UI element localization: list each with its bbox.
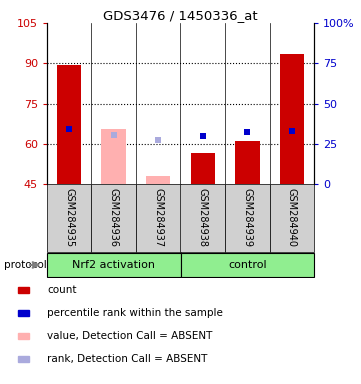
Text: Nrf2 activation: Nrf2 activation: [72, 260, 155, 270]
Bar: [191, 153, 215, 184]
Bar: [225, 184, 270, 252]
Bar: [101, 129, 126, 184]
Bar: [180, 253, 314, 277]
Bar: [57, 65, 82, 184]
Bar: [180, 184, 225, 252]
Text: count: count: [47, 285, 77, 295]
Text: GSM284939: GSM284939: [242, 189, 252, 247]
Bar: [270, 184, 314, 252]
Text: GSM284937: GSM284937: [153, 189, 163, 247]
Text: percentile rank within the sample: percentile rank within the sample: [47, 308, 223, 318]
Bar: [47, 253, 180, 277]
Bar: [18, 333, 29, 339]
Bar: [91, 184, 136, 252]
Text: GSM284940: GSM284940: [287, 189, 297, 247]
Text: rank, Detection Call = ABSENT: rank, Detection Call = ABSENT: [47, 354, 207, 364]
Text: protocol: protocol: [4, 260, 46, 270]
Bar: [279, 54, 304, 184]
Title: GDS3476 / 1450336_at: GDS3476 / 1450336_at: [103, 9, 258, 22]
Bar: [18, 310, 29, 316]
Text: GSM284936: GSM284936: [109, 189, 119, 247]
Bar: [136, 184, 180, 252]
Bar: [18, 287, 29, 293]
Bar: [146, 176, 170, 184]
Text: control: control: [228, 260, 266, 270]
Bar: [18, 356, 29, 362]
Text: GSM284938: GSM284938: [198, 189, 208, 247]
Text: value, Detection Call = ABSENT: value, Detection Call = ABSENT: [47, 331, 212, 341]
Text: GSM284935: GSM284935: [64, 189, 74, 247]
Bar: [235, 141, 260, 184]
Bar: [47, 184, 91, 252]
